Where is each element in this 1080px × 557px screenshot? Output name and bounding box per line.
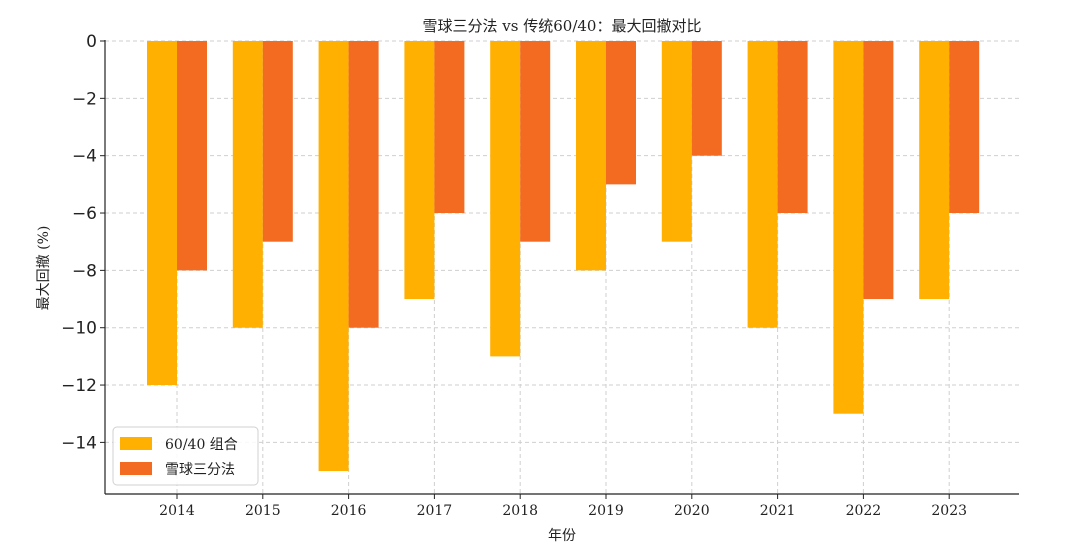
x-tick-label: 2019 — [588, 503, 624, 519]
bar-series-b — [520, 41, 551, 242]
bar-series-b — [949, 41, 980, 214]
y-tick-label: 0 — [86, 32, 97, 52]
x-tick-label: 2018 — [502, 503, 538, 519]
bar-series-b — [777, 41, 808, 214]
x-axis-title: 年份 — [548, 528, 576, 544]
bar-series-a — [232, 41, 263, 328]
y-tick-label: −14 — [61, 433, 97, 453]
y-tick-label: −2 — [72, 89, 97, 109]
bar-series-b — [691, 41, 722, 156]
x-tick-label: 2023 — [931, 503, 967, 519]
bar-series-a — [576, 41, 606, 271]
bar-series-a — [661, 41, 692, 242]
x-tick-label: 2014 — [159, 503, 195, 519]
y-tick-label: −4 — [72, 147, 97, 167]
bars — [147, 41, 980, 472]
axes — [104, 40, 1019, 495]
bar-series-b — [177, 41, 207, 271]
x-tick-label: 2016 — [331, 503, 367, 519]
legend-label: 60/40 组合 — [165, 437, 238, 453]
bar-series-a — [147, 41, 177, 386]
x-tick-label: 2015 — [245, 503, 281, 519]
x-tick-label: 2020 — [674, 503, 710, 519]
bar-series-b — [262, 41, 293, 242]
bar-series-b — [348, 41, 379, 328]
x-ticks: 2014 2015 2016 2017 2018 2019 2020 2021 2022 2023 — [159, 494, 967, 519]
y-ticks: 0 −2 −4 −6 −8 −10 −12 −14 — [61, 32, 105, 453]
y-axis-title: 最大回撤 (%) — [36, 226, 52, 311]
y-tick-label: −6 — [72, 204, 97, 224]
bar-series-a — [318, 41, 349, 472]
bar-series-b — [606, 41, 636, 185]
x-tick-label: 2022 — [846, 503, 882, 519]
bar-series-a — [404, 41, 435, 300]
y-tick-label: −10 — [61, 319, 97, 339]
y-tick-label: −12 — [61, 376, 97, 396]
bar-series-a — [833, 41, 864, 414]
bar-series-b — [863, 41, 894, 300]
bar-series-b — [434, 41, 465, 214]
bar-series-a — [747, 41, 778, 328]
bar-series-a — [919, 41, 950, 300]
chart-title: 雪球三分法 vs 传统60/40：最大回撤对比 — [423, 17, 702, 35]
legend-swatch — [120, 462, 152, 475]
legend-swatch — [120, 437, 152, 450]
y-tick-label: −8 — [72, 261, 97, 281]
x-tick-label: 2021 — [760, 503, 796, 519]
bar-series-a — [490, 41, 521, 357]
legend-label: 雪球三分法 — [165, 462, 235, 478]
x-tick-label: 2017 — [417, 503, 453, 519]
